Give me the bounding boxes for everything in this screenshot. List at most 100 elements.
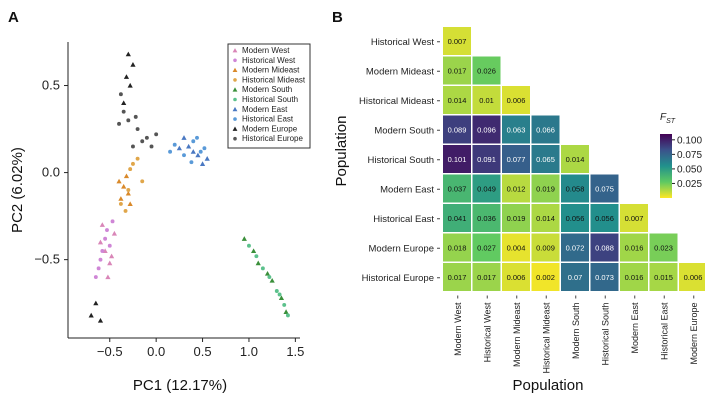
point-historical-europe (131, 144, 135, 149)
point-historical-west (100, 248, 105, 253)
point-historical-europe (144, 135, 149, 140)
heatmap-cell (502, 115, 530, 144)
heatmap-col-label: Historical South (600, 303, 610, 366)
heatmap-cell (443, 86, 471, 114)
colorbar-tick-label: 0.025 (677, 179, 702, 190)
point-modern-mideast (123, 173, 130, 179)
heatmap-cell-value: 0.063 (507, 126, 526, 135)
heatmap-cell-value: 0.019 (536, 185, 555, 194)
legend-marker-historical-south (233, 97, 237, 102)
heatmap-cell (561, 174, 589, 203)
pca-y-tick-label: 0.0 (42, 165, 60, 180)
heatmap-cell (531, 204, 560, 232)
heatmap-cell-value: 0.007 (448, 37, 467, 46)
pca-scatter-plot: −0.5 0.0 0.5 1.0 1.5−0.50.00.5 PC1 (12.17%) … (9, 42, 304, 394)
pca-x-tick-label: 1.0 (240, 344, 258, 359)
point-modern-europe (127, 82, 133, 88)
point-historical-south (277, 292, 282, 297)
point-historical-mideast (135, 156, 140, 161)
point-historical-west (107, 243, 112, 248)
point-historical-west (98, 257, 103, 262)
heatmap-cell-value: 0.015 (654, 273, 673, 282)
point-modern-south (255, 260, 261, 266)
point-historical-south (274, 289, 279, 293)
heatmap-cell (443, 263, 471, 291)
heatmap-row-label: Historical Europe (362, 273, 434, 284)
heatmap-cell-value: 0.075 (595, 185, 614, 194)
heatmap-row-label: Modern South (374, 125, 434, 136)
point-modern-west (105, 274, 111, 280)
point-modern-mideast (118, 196, 124, 201)
heatmap-cell (472, 204, 501, 232)
heatmap-cell (620, 204, 648, 232)
point-historical-east (195, 135, 199, 140)
heatmap-cell-value: 0.004 (507, 244, 526, 253)
heatmap-cell (502, 263, 530, 291)
heatmap-cell (620, 233, 648, 262)
heatmap-cell-value: 0.041 (448, 214, 467, 223)
pca-x-axis-label: PC1 (12.17%) (133, 377, 227, 394)
heatmap-cell-value: 0.012 (507, 185, 526, 194)
heatmap-cell-value: 0.089 (448, 126, 467, 135)
point-modern-mideast (127, 201, 133, 207)
point-historical-west (105, 228, 109, 232)
point-modern-east (176, 145, 182, 151)
colorbar-tick-label: 0.100 (677, 135, 702, 146)
heatmap-col-label: Historical East (659, 302, 669, 360)
point-historical-east (198, 149, 203, 154)
legend-marker-historical-west (233, 58, 237, 63)
heatmap-cell-value: 0.017 (477, 273, 496, 282)
point-modern-south (278, 295, 285, 301)
heatmap-cell (472, 86, 501, 114)
heatmap-row-label: Modern Mideast (366, 66, 434, 77)
colorbar-tick-label: 0.075 (677, 150, 702, 161)
point-modern-europe (123, 74, 130, 79)
heatmap-cell (502, 145, 530, 173)
point-modern-mideast (121, 183, 127, 189)
heatmap-cell (649, 233, 678, 262)
point-historical-europe (135, 127, 140, 132)
heatmap-cell-value: 0.017 (448, 273, 467, 282)
heatmap-cell-value: 0.01 (479, 96, 494, 105)
heatmap-cell (561, 233, 589, 262)
point-modern-south (241, 236, 247, 241)
point-historical-south (282, 302, 287, 307)
heatmap-cell (443, 204, 471, 232)
heatmap-row-label: Historical South (367, 155, 434, 166)
point-modern-europe (97, 317, 104, 323)
heatmap-cell-value: 0.037 (448, 185, 467, 194)
heatmap-cell-value: 0.009 (536, 244, 555, 253)
heatmap-cell-value: 0.096 (477, 126, 496, 135)
point-historical-europe (149, 144, 154, 149)
heatmap-row-label: Modern East (380, 184, 434, 195)
pca-y-axis-label: PC2 (6.02%) (9, 147, 26, 233)
point-historical-europe (140, 139, 145, 144)
heatmap-cell (590, 233, 619, 262)
heatmap-cell (443, 56, 471, 85)
heatmap-cell-value: 0.036 (477, 214, 496, 223)
point-modern-mideast (116, 178, 122, 184)
heatmap-cell-value: 0.014 (536, 214, 555, 223)
heatmap-col-label: Modern East (630, 302, 640, 354)
heatmap-cell-value: 0.006 (507, 96, 526, 105)
heatmap-cell (649, 263, 678, 291)
heatmap-cell-value: 0.088 (595, 244, 614, 253)
point-historical-europe (126, 118, 131, 123)
point-historical-west (110, 219, 115, 224)
point-historical-south (247, 243, 251, 248)
point-historical-mideast (118, 201, 123, 206)
point-modern-east (199, 161, 206, 166)
point-historical-west (93, 275, 98, 280)
heatmap-cell-value: 0.056 (595, 214, 614, 223)
heatmap-cell-value: 0.091 (477, 155, 496, 164)
point-modern-east (190, 149, 196, 154)
point-historical-south (260, 266, 265, 271)
heatmap-cell (472, 115, 501, 144)
heatmap-cell-value: 0.065 (536, 155, 555, 164)
point-historical-east (191, 139, 196, 144)
point-historical-europe (154, 132, 159, 137)
heatmap-cell-value: 0.007 (625, 214, 644, 223)
point-historical-west (96, 266, 101, 271)
heatmap-cell (443, 233, 471, 262)
